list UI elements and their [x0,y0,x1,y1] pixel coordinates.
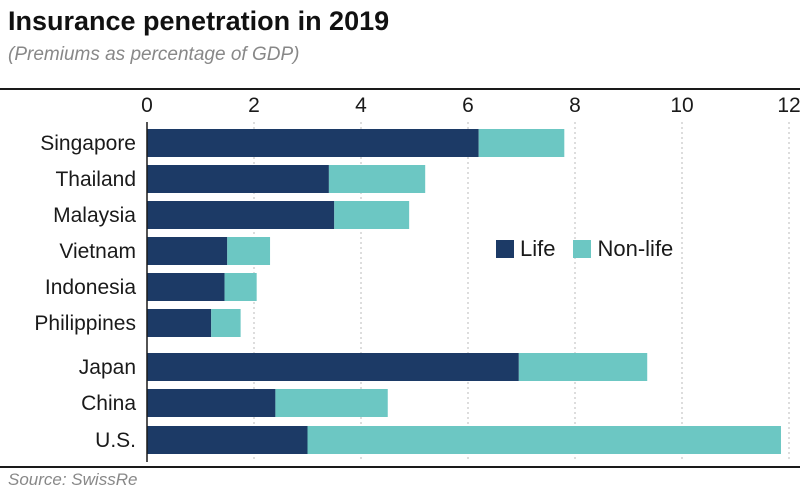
legend: Life Non-life [496,236,691,262]
top-divider [0,88,800,90]
bar-life [147,129,479,157]
category-label: Japan [79,356,136,379]
bar-life [147,237,228,265]
category-label: Thailand [55,168,136,191]
bar-life [147,309,212,337]
x-tick-label: 2 [248,94,260,117]
legend-swatch-life [496,240,514,258]
bar-life [147,165,329,193]
bar-life [147,201,335,229]
category-label: Indonesia [45,276,136,299]
x-tick-label: 10 [670,94,693,117]
category-label: Singapore [40,132,136,155]
bottom-divider [0,466,800,468]
bar-life [147,273,225,301]
bar-non-life [328,165,426,193]
legend-label-non-life: Non-life [597,236,674,261]
bar-non-life [478,129,565,157]
chart-title: Insurance penetration in 2019 [8,6,390,36]
category-label: U.S. [95,429,136,452]
source-note: Source: SwissRe [8,470,138,489]
x-tick-label: 4 [355,94,367,117]
bar-non-life [224,273,257,301]
x-tick-label: 0 [141,94,153,117]
bar-non-life [334,201,410,229]
bar-non-life [227,237,271,265]
legend-item-life: Life [496,236,555,262]
x-tick-label: 8 [569,94,581,117]
legend-label-life: Life [520,236,556,261]
category-label: China [81,392,136,415]
category-label: Philippines [34,312,136,335]
category-label: Vietnam [59,240,136,263]
category-label: Malaysia [53,204,136,227]
legend-item-non-life: Non-life [573,236,673,262]
bar-non-life [307,426,781,454]
bar-life [147,389,276,417]
bar-non-life [518,353,648,381]
legend-swatch-non-life [573,240,592,258]
bar-non-life [211,309,241,337]
bar-life [147,426,308,454]
bar-non-life [275,389,388,417]
x-tick-label: 6 [462,94,474,117]
x-tick-label: 12 [777,94,800,117]
chart-subtitle: (Premiums as percentage of GDP) [8,44,300,65]
bar-life [147,353,519,381]
